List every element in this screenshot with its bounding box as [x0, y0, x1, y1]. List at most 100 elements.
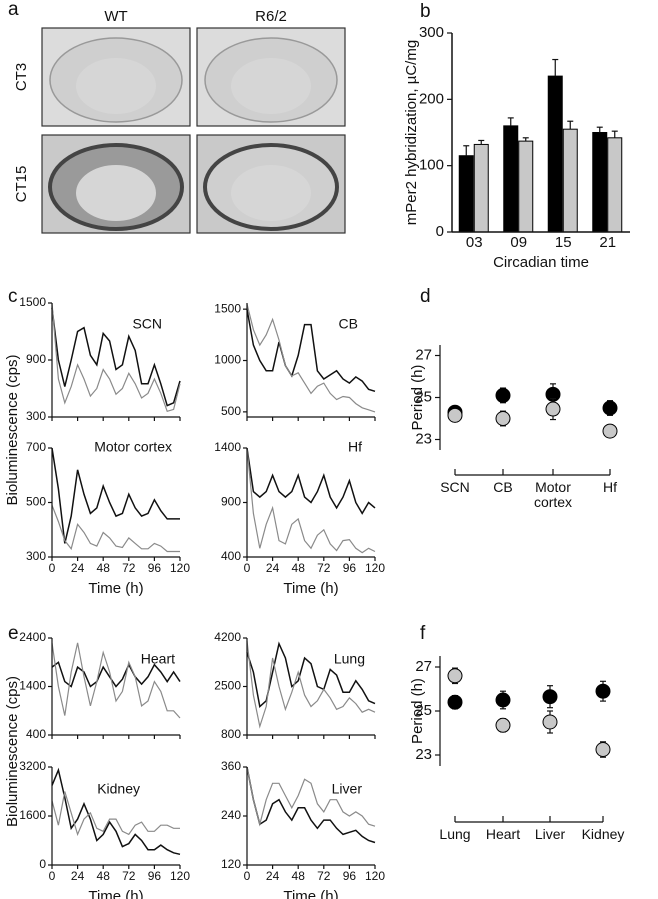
- subplot-title: Lung: [334, 651, 365, 667]
- row-label: CT15: [13, 166, 30, 203]
- y-tick-label: 1400: [214, 440, 241, 454]
- x-tick-label: Lung: [439, 827, 471, 842]
- series-line: [246, 766, 376, 827]
- dot: [542, 714, 558, 730]
- x-tick-label: 120: [170, 869, 190, 883]
- column-label: WT: [104, 8, 127, 25]
- x-tick-label: 48: [97, 869, 111, 883]
- y-tick-label: 400: [26, 727, 46, 741]
- x-tick-label: 0: [244, 869, 251, 883]
- y-tick-label: 700: [26, 440, 46, 454]
- panel-letter: a: [8, 0, 19, 20]
- x-tick-label: 120: [365, 869, 385, 883]
- y-tick-label: 1600: [19, 808, 46, 822]
- y-axis-label: Period (h): [409, 365, 426, 431]
- bar: [592, 132, 608, 233]
- x-tick-label: 72: [317, 869, 331, 883]
- category-label-box: Heart: [485, 827, 521, 842]
- y-tick-label: 2500: [214, 679, 241, 693]
- series-line: [246, 303, 376, 413]
- y-tick-label: 900: [221, 495, 241, 509]
- series-line: [246, 447, 376, 554]
- y-tick-label: 3200: [19, 759, 46, 773]
- dot: [595, 683, 611, 699]
- series-line: [51, 504, 180, 553]
- x-tick-label: Hf: [603, 480, 617, 495]
- x-tick-label: 24: [71, 561, 85, 575]
- bar: [503, 125, 519, 233]
- y-tick-label: 500: [26, 495, 46, 509]
- x-axis-label: Time (h): [283, 580, 338, 597]
- x-tick-label: 120: [365, 561, 385, 575]
- y-tick-label: 1500: [214, 301, 241, 315]
- x-tick-label: 24: [266, 869, 280, 883]
- dot: [595, 742, 611, 757]
- x-tick-label: 72: [317, 561, 331, 575]
- y-tick-label: 200: [419, 90, 444, 107]
- category-label-box: Motor cortex: [533, 480, 573, 510]
- bar: [473, 143, 489, 233]
- category-label-box: Lung: [439, 827, 471, 842]
- y-tick-label: 0: [436, 223, 444, 240]
- x-tick-label: 96: [148, 869, 162, 883]
- category-label-box: CB: [493, 480, 513, 495]
- x-tick-label: Kidney: [581, 827, 625, 842]
- x-tick-label: 24: [71, 869, 85, 883]
- bar: [458, 155, 474, 233]
- series-line: [51, 642, 181, 719]
- x-axis-label: Time (h): [283, 888, 338, 899]
- x-tick-label: SCN: [440, 480, 470, 495]
- dot: [495, 692, 511, 708]
- y-tick-label: 4200: [214, 630, 241, 644]
- panel-letter: c: [8, 286, 18, 307]
- series-line: [246, 447, 376, 515]
- y-tick-label: 240: [221, 808, 241, 822]
- y-tick-label: 120: [221, 857, 241, 871]
- x-tick-label: 03: [466, 234, 483, 251]
- y-tick-label: 800: [221, 727, 241, 741]
- x-tick-label: 24: [266, 561, 280, 575]
- dot: [602, 423, 618, 439]
- series-line: [246, 766, 376, 844]
- x-tick-label: 21: [599, 234, 616, 251]
- dot: [495, 411, 511, 426]
- series-line: [246, 309, 376, 393]
- y-tick-label: 900: [26, 352, 46, 366]
- category-label-box: Hf: [603, 480, 617, 495]
- dot: [602, 400, 618, 416]
- dot: [495, 387, 511, 403]
- x-tick-label: CB: [493, 480, 513, 495]
- subplot-title: Kidney: [97, 781, 140, 797]
- y-tick-label: 100: [419, 157, 444, 174]
- dot: [447, 407, 463, 423]
- x-tick-label: Liver: [534, 827, 566, 842]
- brain-core: [76, 58, 156, 114]
- x-tick-label: 0: [244, 561, 251, 575]
- series-line: [51, 767, 181, 856]
- brain-core: [231, 165, 311, 221]
- panel-letter: d: [420, 286, 431, 307]
- y-tick-label: 300: [26, 409, 46, 423]
- series-line: [51, 661, 181, 688]
- dot: [447, 694, 463, 710]
- y-tick-label: 1000: [214, 353, 241, 367]
- x-tick-label: 96: [343, 869, 357, 883]
- x-tick-label: 0: [49, 561, 56, 575]
- subplot-title: Heart: [141, 651, 175, 667]
- x-tick-label: 48: [292, 869, 306, 883]
- y-tick-label: 1400: [19, 679, 46, 693]
- y-tick-label: 360: [221, 759, 241, 773]
- row-label: CT3: [13, 63, 30, 91]
- x-tick-label: Heart: [485, 827, 521, 842]
- y-axis-label: Bioluminescence (cps): [4, 355, 21, 506]
- x-tick-label: Motor cortex: [533, 480, 573, 510]
- bar: [562, 128, 578, 233]
- x-tick-label: 120: [170, 561, 190, 575]
- x-tick-label: 09: [510, 234, 527, 251]
- y-tick-label: 0: [39, 857, 46, 871]
- y-axis-label: mPer2 hybridization, µC/mg: [403, 40, 420, 225]
- panel-letter: f: [420, 623, 426, 644]
- category-label-box: Liver: [534, 827, 566, 842]
- x-axis-label: Time (h): [88, 888, 143, 899]
